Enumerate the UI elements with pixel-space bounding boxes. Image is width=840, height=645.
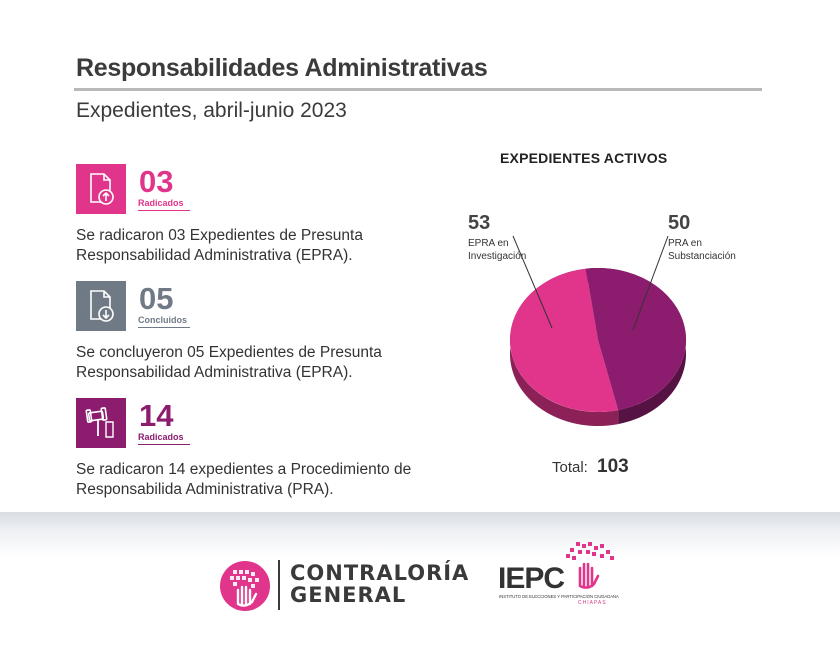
pie-label-value: 50 <box>668 212 691 234</box>
logo-line-1: CONTRALORÍA <box>290 561 470 585</box>
stat-number: 14 <box>139 398 174 433</box>
footer-background <box>0 512 840 645</box>
stat-description: Se radicaron 03 Expedientes de Presunta … <box>76 227 363 264</box>
pie-label-epra: 53 EPRA en Investigación <box>468 212 548 263</box>
leader-line <box>512 235 553 329</box>
stat-number: 03 <box>139 164 174 199</box>
leader-line <box>632 235 669 331</box>
pie-label-pra: 50 PRA en Substanciación <box>668 212 748 263</box>
stat-description: Se concluyeron 05 Expedientes de Presunt… <box>76 344 382 381</box>
pie-chart <box>510 235 687 426</box>
stat-label: Concluidos <box>138 315 190 328</box>
page-subtitle: Expedientes, abril-junio 2023 <box>76 99 347 122</box>
total-label: Total: <box>552 459 588 476</box>
page-title: Responsabilidades Administrativas <box>76 54 488 82</box>
total-value: 103 <box>597 456 629 477</box>
logo-divider <box>278 560 280 610</box>
stat-description: Se radicaron 14 expedientes a Procedimie… <box>76 461 412 498</box>
chart-total: Total: 103 <box>552 456 629 478</box>
iepc-logo-icon <box>566 542 614 589</box>
stat-label: Radicados <box>138 198 190 211</box>
pie-slice <box>510 268 619 412</box>
file-upload-icon <box>76 164 126 214</box>
iepc-subtitle: INSTITUTO DE ELECCIONES Y PARTICIPACIÓN … <box>499 594 619 599</box>
pie-label-text: PRA en Substanciación <box>668 238 736 262</box>
pie-label-value: 53 <box>468 212 491 234</box>
stat-number: 05 <box>139 281 174 316</box>
iepc-logo-text: IEPC <box>498 562 565 595</box>
pie-label-text: EPRA en Investigación <box>468 238 527 262</box>
pie-slice <box>585 267 687 411</box>
contraloria-logo-text: CONTRALORÍA GENERAL <box>290 562 469 606</box>
file-download-icon <box>76 281 126 331</box>
chart-title: EXPEDIENTES ACTIVOS <box>500 150 668 166</box>
logo-line-2: GENERAL <box>290 583 407 607</box>
iepc-state: CHIAPAS <box>578 600 607 606</box>
title-divider <box>74 88 762 91</box>
stat-label: Radicados <box>138 432 190 445</box>
gavel-icon <box>76 398 126 448</box>
contraloria-logo-icon <box>220 561 270 611</box>
